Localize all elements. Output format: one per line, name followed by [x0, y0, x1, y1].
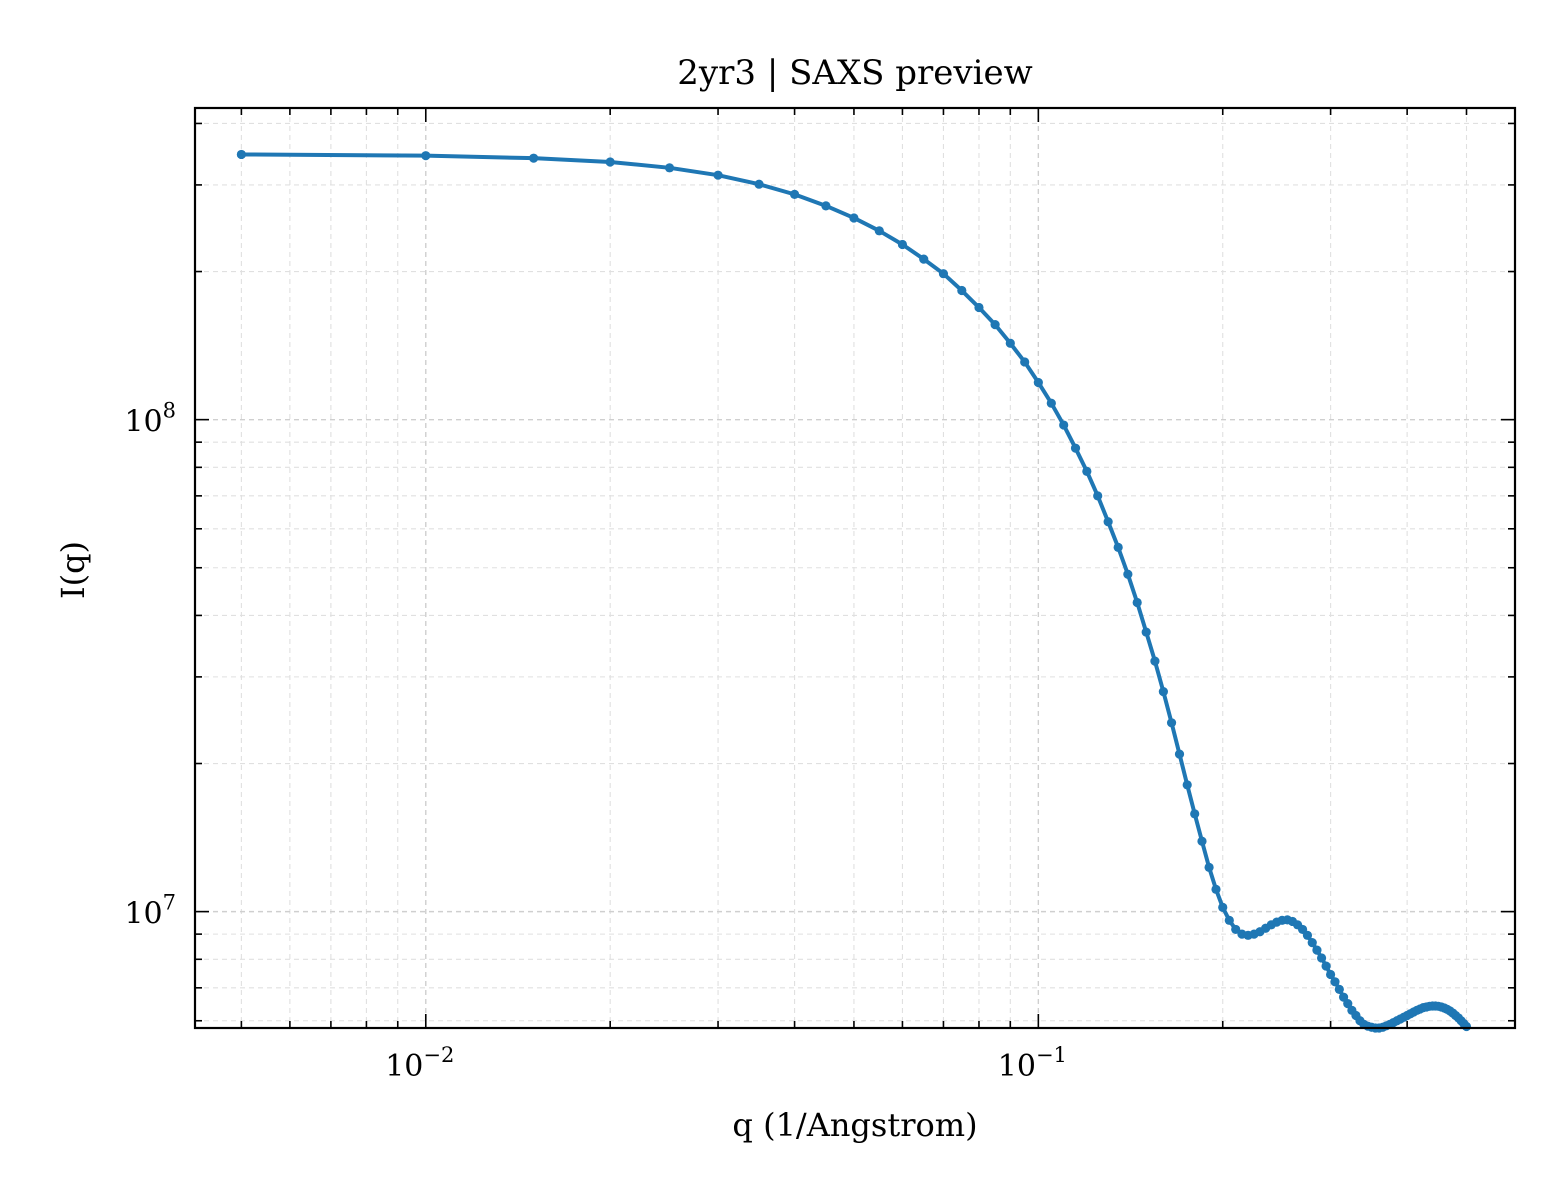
x-axis-label: q (1/Angstrom) [732, 1106, 977, 1144]
axis-ticks [195, 108, 1515, 1028]
data-point [1231, 924, 1241, 935]
data-point [1158, 687, 1168, 697]
data-point [1103, 517, 1113, 527]
data-point [897, 239, 908, 250]
data-point [664, 163, 675, 173]
data-point [1326, 969, 1336, 980]
data-point [1334, 984, 1344, 994]
data-point [1218, 902, 1228, 912]
data-point [1005, 338, 1015, 348]
data-point [713, 170, 723, 180]
data-point [1321, 961, 1331, 971]
data-point [1190, 809, 1200, 819]
data-point [1302, 930, 1313, 940]
data-point [1150, 656, 1160, 666]
y-tick-label: 107 [124, 891, 176, 932]
data-point [919, 254, 929, 264]
data-series [236, 149, 1472, 1033]
data-point [1059, 420, 1069, 430]
data-point [1132, 597, 1142, 608]
data-point [1197, 836, 1207, 846]
plot-frame [193, 106, 1517, 1030]
data-point [1343, 999, 1353, 1009]
data-point [1312, 945, 1322, 955]
data-point [1113, 542, 1123, 552]
data-point [236, 149, 246, 160]
data-point [1204, 862, 1214, 872]
y-axis-label: I(q) [54, 541, 92, 599]
data-point [957, 285, 967, 296]
y-tick-label: 108 [124, 399, 176, 440]
data-point [974, 302, 984, 313]
data-point [1093, 491, 1103, 501]
data-point [754, 179, 764, 189]
data-point [1307, 938, 1317, 948]
data-point [990, 320, 1000, 330]
grid-lines [195, 108, 1515, 1028]
data-point [1166, 718, 1177, 728]
data-point [789, 189, 800, 199]
data-point [1020, 357, 1030, 367]
data-point [1070, 443, 1081, 453]
data-point [605, 157, 615, 167]
data-point [938, 269, 949, 279]
data-point [821, 201, 831, 211]
data-point [1330, 977, 1340, 987]
data-point [1461, 1021, 1472, 1032]
data-point [1082, 466, 1092, 476]
data-point [1211, 884, 1221, 894]
data-point [1174, 749, 1185, 759]
data-point [1046, 398, 1056, 408]
data-point [1033, 377, 1043, 388]
data-point [421, 151, 431, 161]
x-tick-label: 10−1 [998, 1043, 1067, 1084]
tick-labels: 10−2 10−1 107 108 [124, 399, 1066, 1084]
data-point [1123, 569, 1133, 579]
data-point [1182, 780, 1192, 790]
x-tick-label: 10−2 [385, 1043, 454, 1084]
data-point [874, 226, 884, 236]
data-point [1316, 953, 1327, 963]
data-point [529, 153, 539, 163]
data-point [1224, 915, 1234, 925]
data-point [1141, 627, 1151, 637]
data-point [849, 213, 859, 223]
chart-title: 2yr3 | SAXS preview [677, 53, 1032, 93]
